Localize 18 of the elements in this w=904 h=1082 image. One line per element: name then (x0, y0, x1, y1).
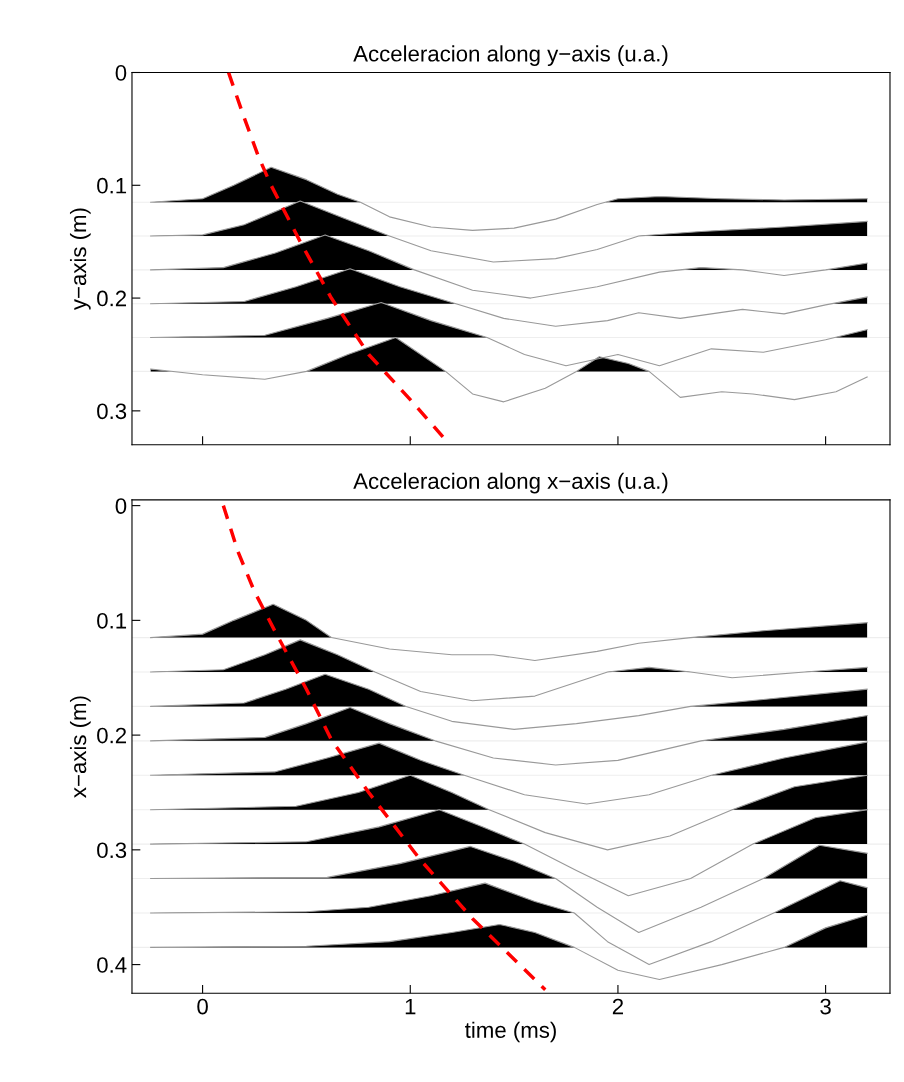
x-axis-title: time (ms) (465, 1021, 556, 1043)
x-tick-label: 1 (405, 998, 416, 1015)
y-tick-label: 0.4 (97, 957, 127, 973)
y-axis-title: y−axis (m) (69, 208, 91, 311)
x-tick-label: 3 (820, 998, 831, 1015)
y-tick-label: 0 (115, 498, 127, 514)
y-tick-label: 0.2 (97, 727, 127, 744)
y-tick-label: 0.1 (97, 177, 127, 194)
x-tick-label: 0 (197, 998, 208, 1015)
y-tick-label: 0.1 (97, 612, 127, 629)
x-tick-label: 2 (612, 998, 623, 1015)
y-tick-label: 0.3 (97, 403, 127, 420)
y-tick-label: 0.3 (97, 842, 127, 859)
chart-title: Acceleracion along y−axis (u.a.) (353, 45, 668, 66)
y-tick-label: 0 (115, 65, 127, 81)
y-tick-label: 0.2 (97, 290, 127, 307)
chart-title: Acceleracion along x−axis (u.a.) (353, 472, 668, 494)
y-axis-title: x−axis (m) (69, 696, 91, 798)
